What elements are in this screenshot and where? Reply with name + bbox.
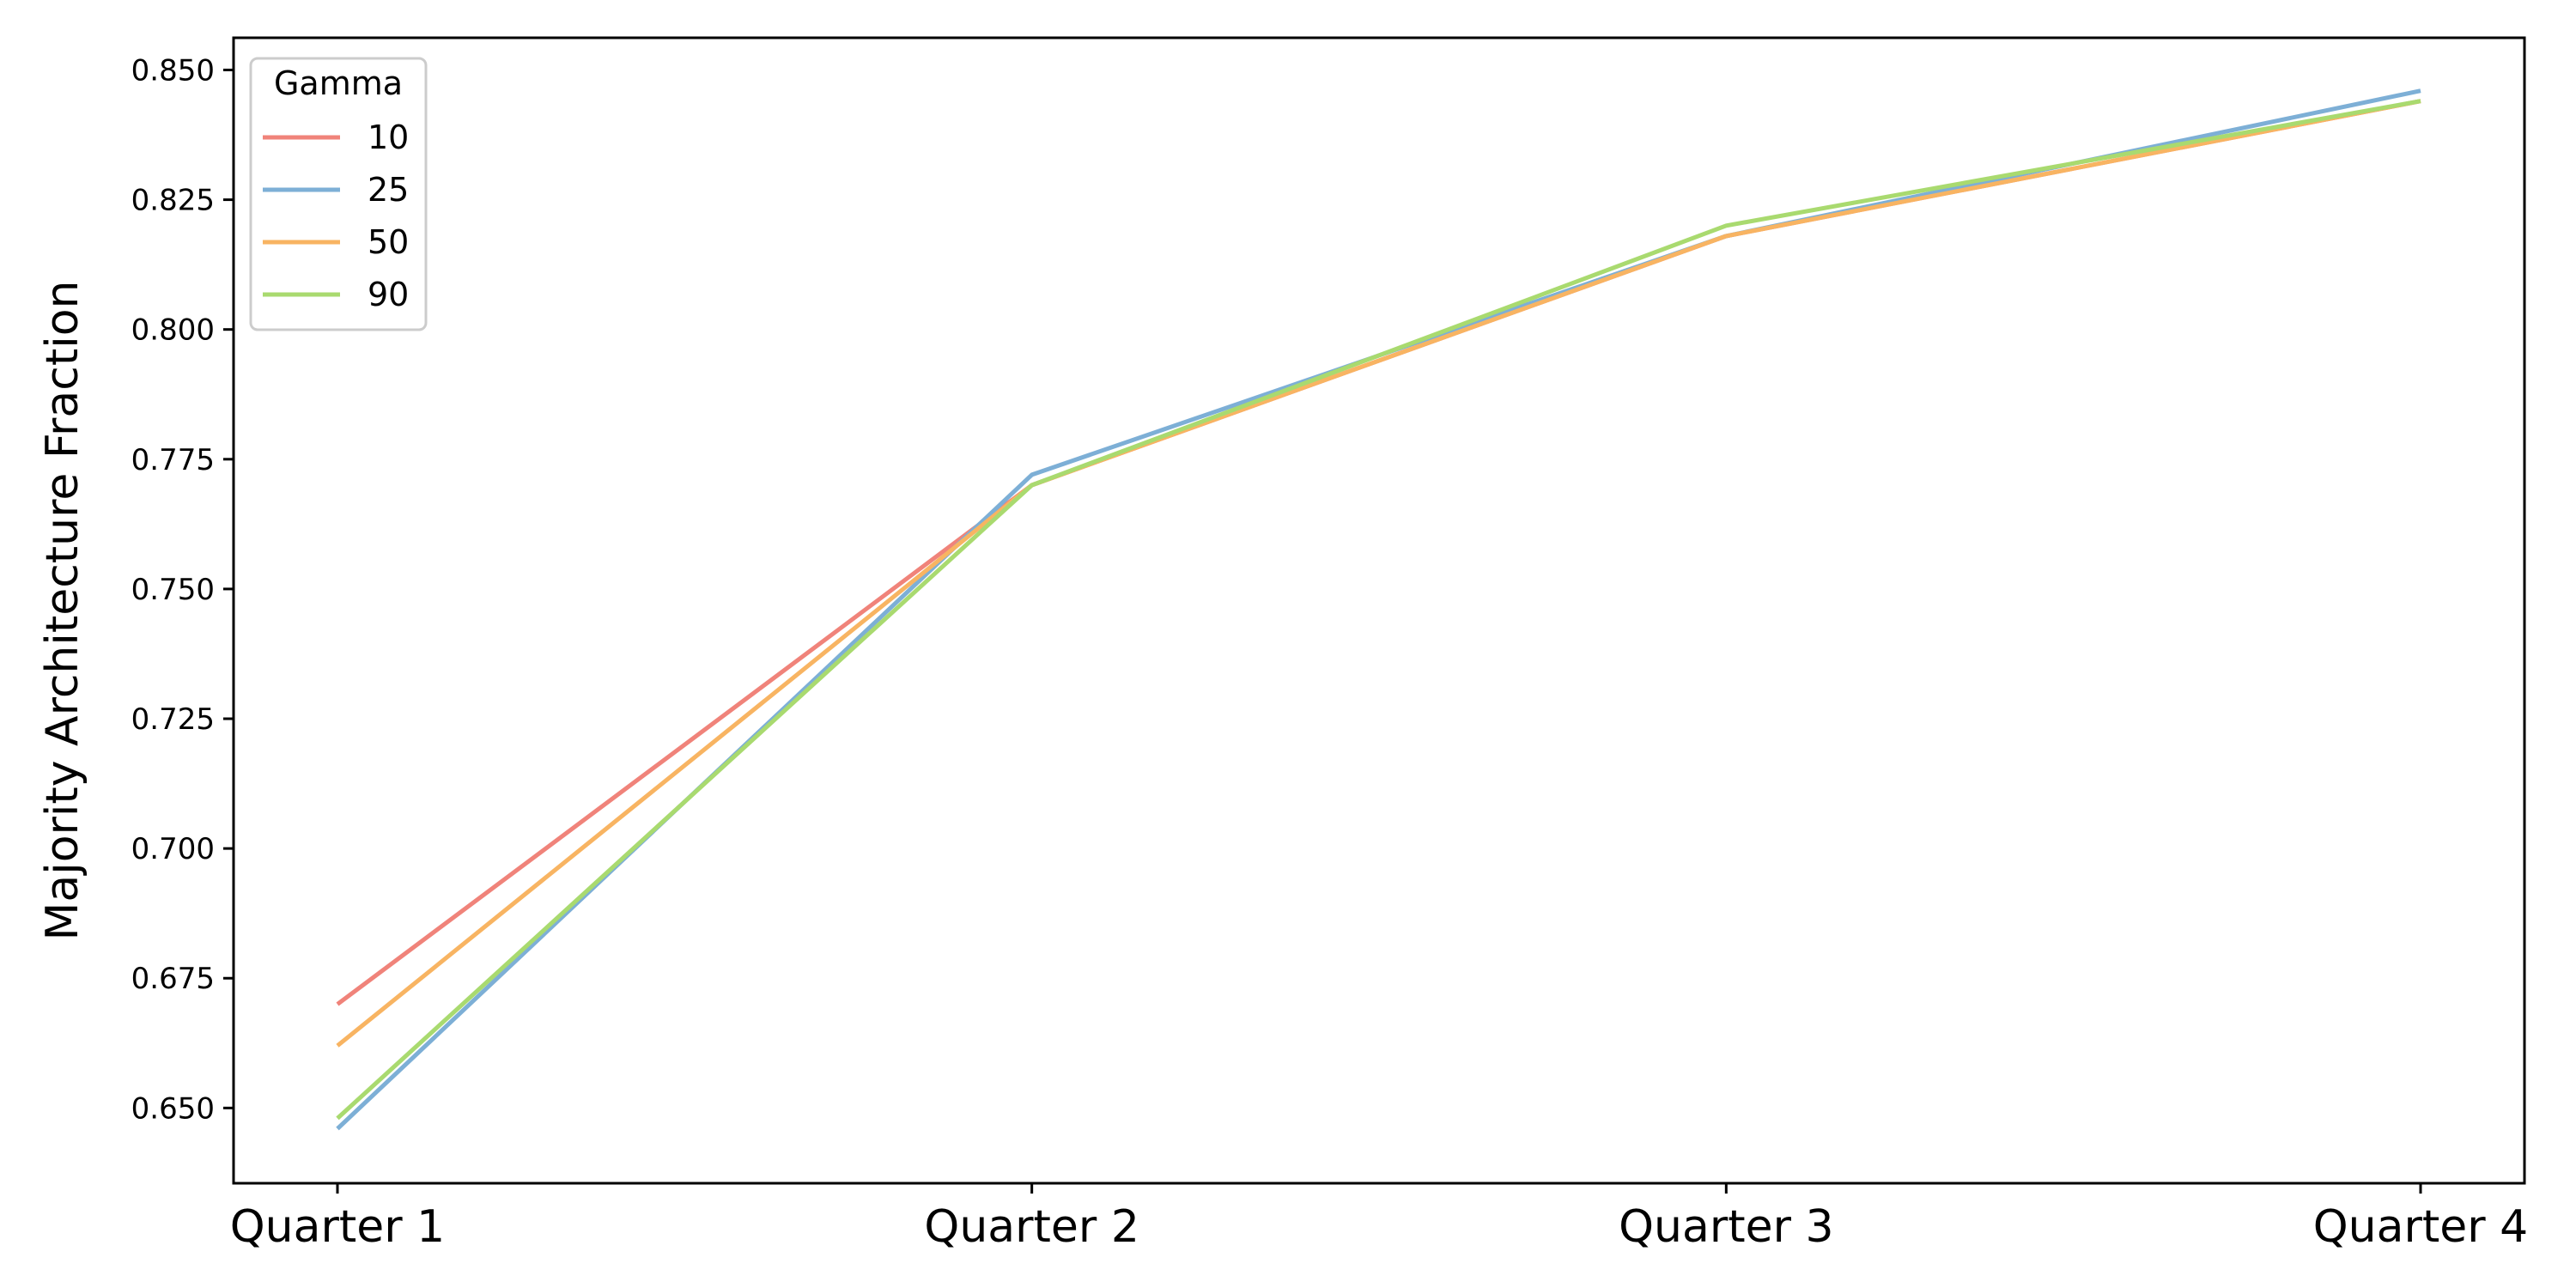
legend-box [249,57,428,331]
legend-label-50: 50 [368,223,409,261]
legend-label-90: 90 [368,276,409,313]
series-line-50 [336,99,2421,1048]
legend: Gamma 10 25 50 90 [249,57,428,331]
x-tick-label: Quarter 1 [230,1201,446,1253]
x-axis: Quarter 1 Quarter 2 Quarter 3 Quarter 4 [230,1183,2529,1253]
legend-label-25: 25 [368,171,409,209]
y-tick-label: 0.800 [131,313,215,348]
y-tick-label: 0.775 [131,443,215,477]
y-tick-label: 0.675 [131,962,215,996]
legend-label-10: 10 [368,118,409,156]
x-tick-label: Quarter 2 [924,1201,1139,1253]
legend-items: 10 25 50 90 [263,118,409,313]
series-layer [336,88,2421,1131]
y-tick-label: 0.850 [131,53,215,88]
y-tick-label: 0.725 [131,702,215,737]
y-tick-label: 0.750 [131,573,215,607]
x-tick-label: Quarter 4 [2313,1201,2529,1253]
series-line-90 [336,99,2421,1121]
plot-frame [232,36,2526,1185]
y-tick-label: 0.650 [131,1091,215,1126]
y-axis: 0.650 0.675 0.700 0.725 0.750 0.775 0.800 0.825… [131,53,234,1126]
y-tick-label: 0.825 [131,184,215,218]
y-tick-label: 0.700 [131,832,215,866]
plot-area [234,38,2524,1183]
x-tick-label: Quarter 3 [1619,1201,1834,1253]
legend-title: Gamma [274,64,403,102]
y-axis-label: Majority Architecture Fraction [37,281,88,941]
